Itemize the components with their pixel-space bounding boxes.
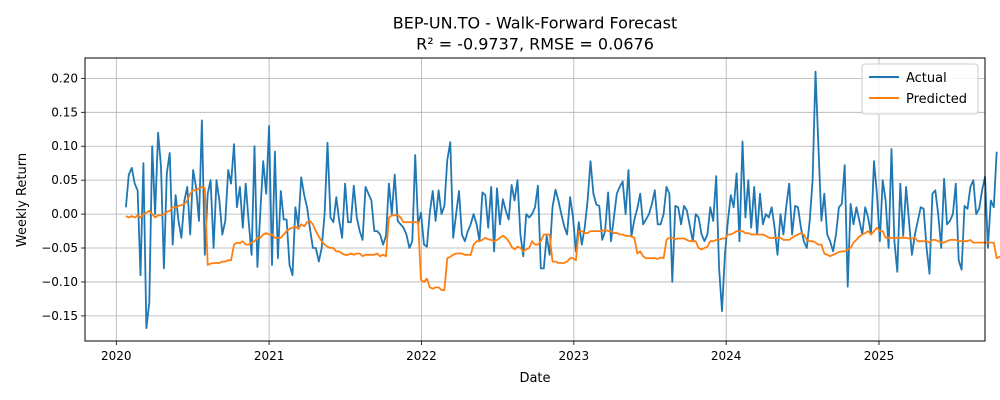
series-line-actual — [125, 70, 998, 330]
axis-ticks: 2020 2021 2022 2023 2024 2025 0.20 0.15 0.10 0.05… — [41, 71, 894, 363]
y-tick-label: 0.20 — [51, 71, 78, 85]
y-tick-label: 0.10 — [51, 139, 78, 153]
x-axis-label: Date — [519, 371, 550, 386]
chart-subtitle: R² = -0.9737, RMSE = 0.0676 — [416, 35, 654, 54]
y-tick-label: 0.15 — [51, 105, 78, 119]
x-tick-label: 2021 — [254, 349, 285, 363]
plot-frame — [84, 57, 986, 342]
x-tick-label: 2020 — [101, 349, 132, 363]
x-tick-label: 2022 — [406, 349, 437, 363]
legend: Actual Predicted — [861, 63, 979, 115]
series-layer — [125, 70, 1000, 330]
y-tick-label: 0.00 — [51, 207, 78, 221]
x-tick-label: 2023 — [559, 349, 590, 363]
x-tick-label: 2025 — [864, 349, 895, 363]
legend-label-actual: Actual — [906, 71, 947, 86]
y-tick-label: −0.05 — [41, 241, 78, 255]
y-tick-label: −0.10 — [41, 275, 78, 289]
y-tick-label: −0.15 — [41, 309, 78, 323]
chart-title: BEP-UN.TO - Walk-Forward Forecast — [393, 14, 677, 33]
y-tick-label: 0.05 — [51, 173, 78, 187]
series-line-predicted — [125, 185, 1000, 292]
y-axis-label: Weekly Return — [15, 153, 30, 247]
legend-label-predicted: Predicted — [906, 92, 967, 107]
x-tick-label: 2024 — [711, 349, 742, 363]
